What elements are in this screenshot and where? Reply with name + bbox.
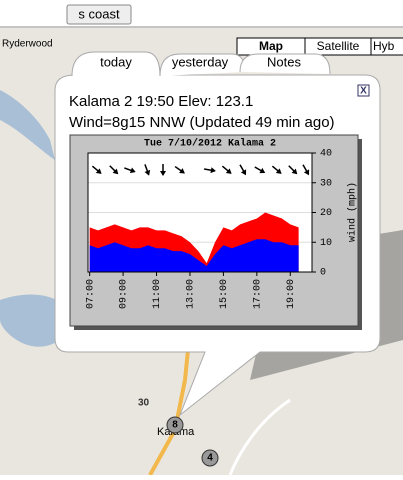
station-line: Kalama 2 19:50 Elev: 123.1	[69, 93, 253, 110]
y-tick-label: 20	[320, 208, 332, 219]
highway-line	[148, 329, 192, 476]
arrow-head	[240, 169, 247, 176]
y-tick-label: 40	[320, 149, 332, 160]
arrow-head	[160, 171, 166, 176]
arrow	[271, 165, 282, 174]
button-label[interactable]: s coast	[78, 6, 120, 21]
map-type-label[interactable]: Satellite	[317, 39, 360, 53]
tab[interactable]	[239, 53, 331, 75]
arrow	[124, 167, 136, 174]
arrow-head	[95, 168, 102, 174]
plot-border	[87, 152, 313, 273]
map-type-label[interactable]: Hyb	[373, 39, 395, 53]
toolbar	[0, 0, 403, 28]
arrow-head	[259, 167, 266, 174]
arrow-head	[144, 169, 151, 176]
x-tick-label: 17:00	[252, 279, 263, 309]
arrow	[174, 165, 185, 174]
road	[228, 398, 291, 476]
arrow-head	[275, 168, 282, 174]
river	[0, 294, 72, 347]
arrow	[254, 166, 266, 174]
x-tick-label: 19:00	[286, 279, 297, 309]
map-type-button[interactable]	[370, 37, 403, 56]
arrow-head	[303, 169, 310, 176]
x-tick-label: 09:00	[119, 279, 130, 309]
tab-label[interactable]: yesterday	[172, 54, 229, 69]
map-type-label[interactable]: Map	[259, 39, 283, 53]
arrow-head	[112, 168, 119, 175]
close-icon[interactable]	[357, 84, 370, 97]
arrow	[160, 164, 166, 176]
x-tick-label: 13:00	[186, 279, 197, 309]
arrow-head	[291, 168, 298, 175]
station-marker[interactable]	[166, 416, 184, 434]
tab[interactable]	[71, 51, 161, 77]
station-marker[interactable]	[201, 449, 219, 467]
y-tick-label: 30	[320, 178, 332, 189]
arrow-head	[129, 167, 136, 174]
tab-label[interactable]: today	[100, 54, 132, 69]
wind-line: Wind=8g15 NNW (Updated 49 min ago)	[69, 114, 335, 131]
arrow	[302, 164, 310, 176]
area	[89, 239, 299, 272]
tab-label[interactable]: Notes	[267, 54, 301, 69]
close-label[interactable]: X	[360, 86, 367, 97]
town-label: Ryderwood	[2, 39, 53, 50]
arrow	[109, 165, 119, 175]
plot: 0 10 20 30 40 07:00 09:00 11:00 13:00 15:00 17:00 1…	[85, 149, 332, 309]
y-tick-label: 0	[320, 268, 326, 279]
x-tick-label: 15:00	[219, 279, 230, 309]
shield-label: 30	[138, 398, 150, 409]
x-tick-label: 11:00	[152, 279, 163, 309]
river	[0, 90, 55, 160]
arrow	[288, 165, 298, 175]
arrow-head	[225, 168, 232, 174]
marker-label[interactable]: 4	[207, 453, 213, 464]
x-tick-label: 07:00	[85, 279, 96, 309]
arrow	[239, 164, 247, 176]
y-tick-label: 10	[320, 238, 332, 249]
arrow-head	[210, 167, 216, 174]
arrow	[91, 165, 102, 174]
arrow-head	[179, 168, 185, 174]
button[interactable]	[66, 4, 132, 25]
arrow	[221, 165, 232, 174]
marker-label[interactable]: 8	[172, 420, 178, 431]
y-axis-label: wind (mph)	[347, 182, 359, 242]
arrow	[203, 167, 216, 174]
direction-arrows	[91, 164, 310, 176]
chart-title: Tue 7/10/2012 Kalama 2	[144, 138, 276, 150]
arrow	[144, 164, 151, 176]
